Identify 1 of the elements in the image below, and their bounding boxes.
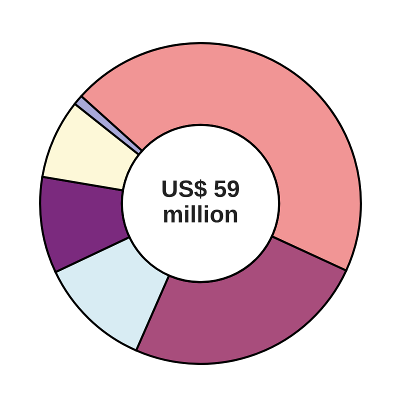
text: US$ 59 million <box>162 179 240 223</box>
